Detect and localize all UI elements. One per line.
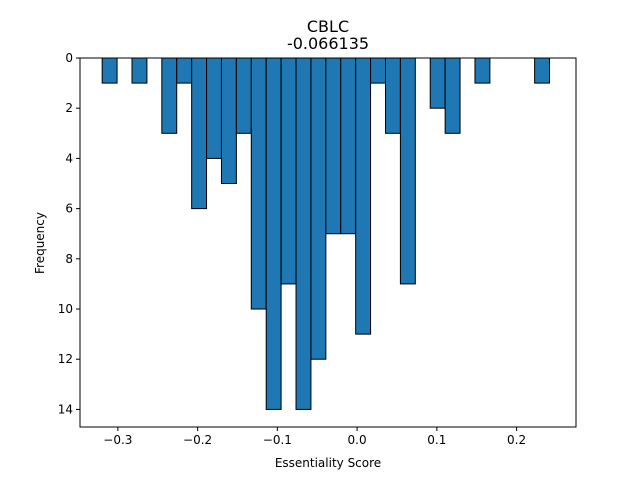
axes-frame xyxy=(79,57,577,428)
histogram-bar xyxy=(191,57,208,210)
bars-group xyxy=(101,57,551,410)
x-tick-label: −0.3 xyxy=(103,433,132,447)
y-tick-label: 4 xyxy=(65,151,73,165)
x-tick-label: −0.1 xyxy=(263,433,292,447)
histogram-bar xyxy=(384,57,401,134)
histogram-bar xyxy=(131,57,148,84)
histogram-bar xyxy=(235,57,252,134)
x-tick-label: −0.2 xyxy=(183,433,212,447)
y-tick-label: 14 xyxy=(58,402,73,416)
histogram-bar xyxy=(325,57,342,235)
y-axis-label: Frequency xyxy=(33,212,47,274)
histogram-bar xyxy=(429,57,446,109)
x-axis-label: Essentiality Score xyxy=(275,456,381,470)
plot-area: −0.3 −0.2 −0.1 0.0 0.1 0.2 0 2 4 6 8 10 12 14 xyxy=(58,51,577,447)
histogram-bar xyxy=(534,57,551,84)
y-tick-label: 10 xyxy=(58,302,73,316)
chart-title: CBLC xyxy=(307,17,349,36)
histogram-bar xyxy=(474,57,491,84)
histogram-bar xyxy=(295,57,312,410)
histogram-bar xyxy=(265,57,282,410)
histogram-bar xyxy=(176,57,193,84)
histogram-bar xyxy=(101,57,118,84)
histogram-bar xyxy=(161,57,178,134)
chart-subtitle: -0.066135 xyxy=(287,34,369,53)
histogram-bar xyxy=(355,57,372,335)
x-axis-ticks: −0.3 −0.2 −0.1 0.0 0.1 0.2 xyxy=(103,427,526,447)
histogram-bar xyxy=(370,57,386,84)
y-axis-ticks: 0 2 4 6 8 10 12 14 xyxy=(58,51,80,416)
y-tick-label: 12 xyxy=(58,352,73,366)
histogram-bar xyxy=(250,57,267,310)
histogram-bar xyxy=(340,57,357,235)
histogram-bar xyxy=(280,57,297,285)
histogram-bar xyxy=(206,57,222,159)
histogram-bar xyxy=(399,57,416,285)
x-tick-label: 0.2 xyxy=(507,433,526,447)
y-tick-label: 6 xyxy=(65,202,73,216)
y-tick-label: 8 xyxy=(65,252,73,266)
histogram-bar xyxy=(220,57,237,185)
y-tick-label: 2 xyxy=(65,101,73,115)
x-tick-label: 0.1 xyxy=(427,433,446,447)
y-tick-label: 0 xyxy=(65,51,73,65)
x-tick-label: 0.0 xyxy=(348,433,367,447)
histogram-bar xyxy=(444,57,461,134)
histogram-bar xyxy=(310,57,327,360)
